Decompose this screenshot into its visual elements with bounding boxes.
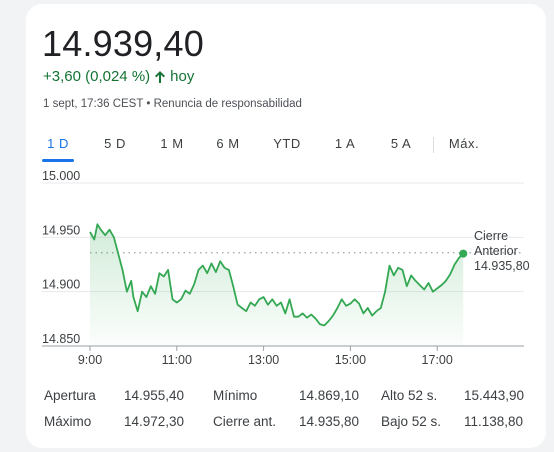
x-tick-label: 17:00 bbox=[422, 353, 453, 367]
y-tick-label: 14.900 bbox=[42, 278, 80, 292]
last-price-dot bbox=[459, 249, 468, 258]
x-tick-label: 11:00 bbox=[162, 353, 192, 367]
arrow-up-icon bbox=[154, 70, 166, 84]
stat-value: 14.869,10 bbox=[299, 388, 360, 403]
tab-1a[interactable]: 1 A bbox=[334, 136, 356, 151]
x-tick-label: 15:00 bbox=[335, 353, 366, 367]
tab-max[interactable]: Máx. bbox=[448, 136, 480, 151]
tab-ytd[interactable]: YTD bbox=[273, 136, 301, 151]
stat-label: Bajo 52 s. bbox=[381, 414, 442, 429]
previous-close-label: 14.935,80 bbox=[474, 259, 530, 273]
disclaimer-link[interactable]: Renuncia de responsabilidad bbox=[153, 98, 302, 110]
tab-5d[interactable]: 5 D bbox=[104, 136, 126, 151]
y-tick-label: 15.000 bbox=[42, 169, 80, 183]
stat-value: 15.443,90 bbox=[464, 388, 525, 403]
price-change: +3,60 (0,024 %) hoy bbox=[43, 68, 194, 85]
previous-close-label: Anterior bbox=[474, 244, 518, 258]
stat-label: Mínimo bbox=[213, 388, 258, 403]
y-tick-label: 14.950 bbox=[42, 223, 80, 237]
stat-value: 14.955,40 bbox=[124, 388, 185, 403]
stat-value: 14.972,30 bbox=[124, 414, 185, 429]
tab-6m[interactable]: 6 M bbox=[216, 136, 240, 151]
quote-card bbox=[26, 4, 546, 448]
stat-value: 11.138,80 bbox=[464, 414, 524, 429]
x-tick-label: 13:00 bbox=[248, 353, 279, 367]
tab-5a[interactable]: 5 A bbox=[390, 136, 412, 151]
previous-close-label: Cierre bbox=[474, 229, 508, 243]
stat-label: Cierre ant. bbox=[213, 414, 277, 429]
x-tick-label: 9:00 bbox=[78, 353, 102, 367]
tab-divider bbox=[433, 137, 434, 153]
price-line bbox=[89, 223, 464, 327]
change-period: hoy bbox=[170, 68, 195, 85]
current-price: 14.939,40 bbox=[42, 23, 204, 64]
separator: • bbox=[146, 98, 151, 110]
tab-1d[interactable]: 1 D bbox=[42, 133, 74, 162]
stats-row: Máximo 14.972,30 Cierre ant. 14.935,80 B… bbox=[44, 414, 544, 434]
quote-meta: 1 sept, 17:36 CEST • Renuncia de respons… bbox=[43, 98, 302, 110]
y-tick-label: 14.850 bbox=[42, 332, 80, 346]
stat-label: Alto 52 s. bbox=[381, 388, 438, 403]
stat-label: Apertura bbox=[44, 388, 96, 403]
change-value: +3,60 (0,024 %) bbox=[43, 68, 151, 85]
stat-label: Máximo bbox=[44, 414, 92, 429]
stats-row: Apertura 14.955,40 Mínimo 14.869,10 Alto… bbox=[44, 388, 544, 408]
timestamp: 1 sept, 17:36 CEST bbox=[43, 98, 144, 110]
tab-1m[interactable]: 1 M bbox=[160, 136, 184, 151]
price-area bbox=[90, 224, 464, 346]
stat-value: 14.935,80 bbox=[299, 414, 360, 429]
